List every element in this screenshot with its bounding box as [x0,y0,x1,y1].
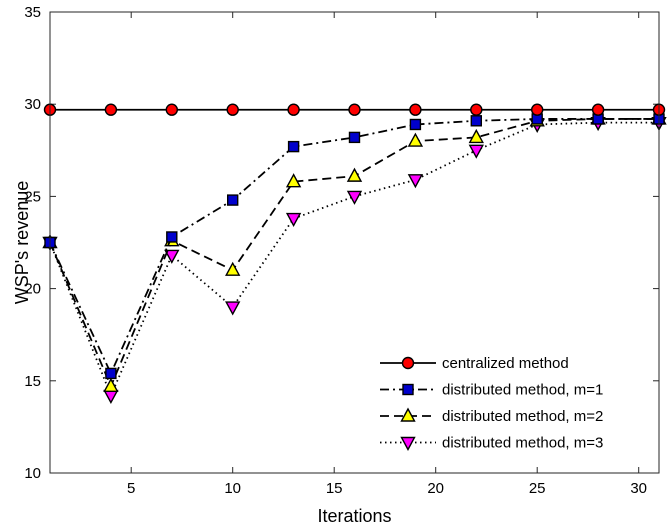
y-tick-label: 35 [24,4,41,21]
data-point [409,118,422,131]
data-point [346,190,363,205]
y-tick-label: 20 [24,281,41,298]
legend-label: centralized method [442,355,569,372]
series-layer [42,103,667,405]
data-point [103,377,119,393]
legend-box [372,346,650,462]
data-point [468,144,484,159]
legend: centralized method distributed method, m=… [372,346,650,462]
y-tick-label: 30 [24,96,41,113]
data-point [165,103,179,116]
x-tick-label: 5 [127,480,135,497]
data-point [348,131,361,144]
data-point [285,212,302,227]
data-point [226,103,239,116]
data-point [468,128,484,144]
y-tick-label: 15 [24,373,41,390]
plot-frame [49,11,660,474]
axis-ticks: 5 10 15 20 25 30 10 15 20 25 30 35 [24,4,659,497]
data-point [285,173,302,188]
y-axis-label: WSP's revenue [12,181,32,305]
legend-item: centralized method [380,355,569,372]
data-point [470,103,483,116]
x-axis-label: Iterations [317,506,391,526]
legend-label: distributed method, m=1 [442,382,603,399]
data-point [287,140,300,153]
legend-item: distributed method, m=3 [380,435,603,452]
x-tick-label: 25 [529,480,546,497]
data-point [166,231,178,243]
data-point [348,103,361,116]
y-tick-label: 25 [24,188,41,205]
x-tick-label: 20 [427,480,444,497]
data-point [407,132,424,147]
x-tick-label: 15 [326,480,343,497]
data-point [226,194,239,206]
data-point [409,103,422,116]
data-point [105,367,117,380]
legend-item: distributed method, m=2 [380,407,603,425]
legend-item: distributed method, m=1 [380,382,603,399]
data-point [531,103,544,116]
legend-label: distributed method, m=3 [442,435,603,452]
data-point [407,174,424,189]
data-point [164,249,180,264]
data-point [287,103,300,116]
data-point [470,115,482,127]
x-tick-label: 30 [630,480,647,497]
data-point [346,167,363,182]
data-point [591,103,605,116]
x-tick-label: 10 [224,480,241,497]
data-point [104,103,118,116]
data-point [225,261,241,276]
data-point [225,301,241,316]
legend-label: distributed method, m=2 [442,408,603,425]
legend-marker [402,383,414,396]
y-tick-label: 10 [24,465,41,482]
legend-marker [401,356,415,370]
legend-marker [400,407,416,422]
legend-marker [400,436,416,451]
